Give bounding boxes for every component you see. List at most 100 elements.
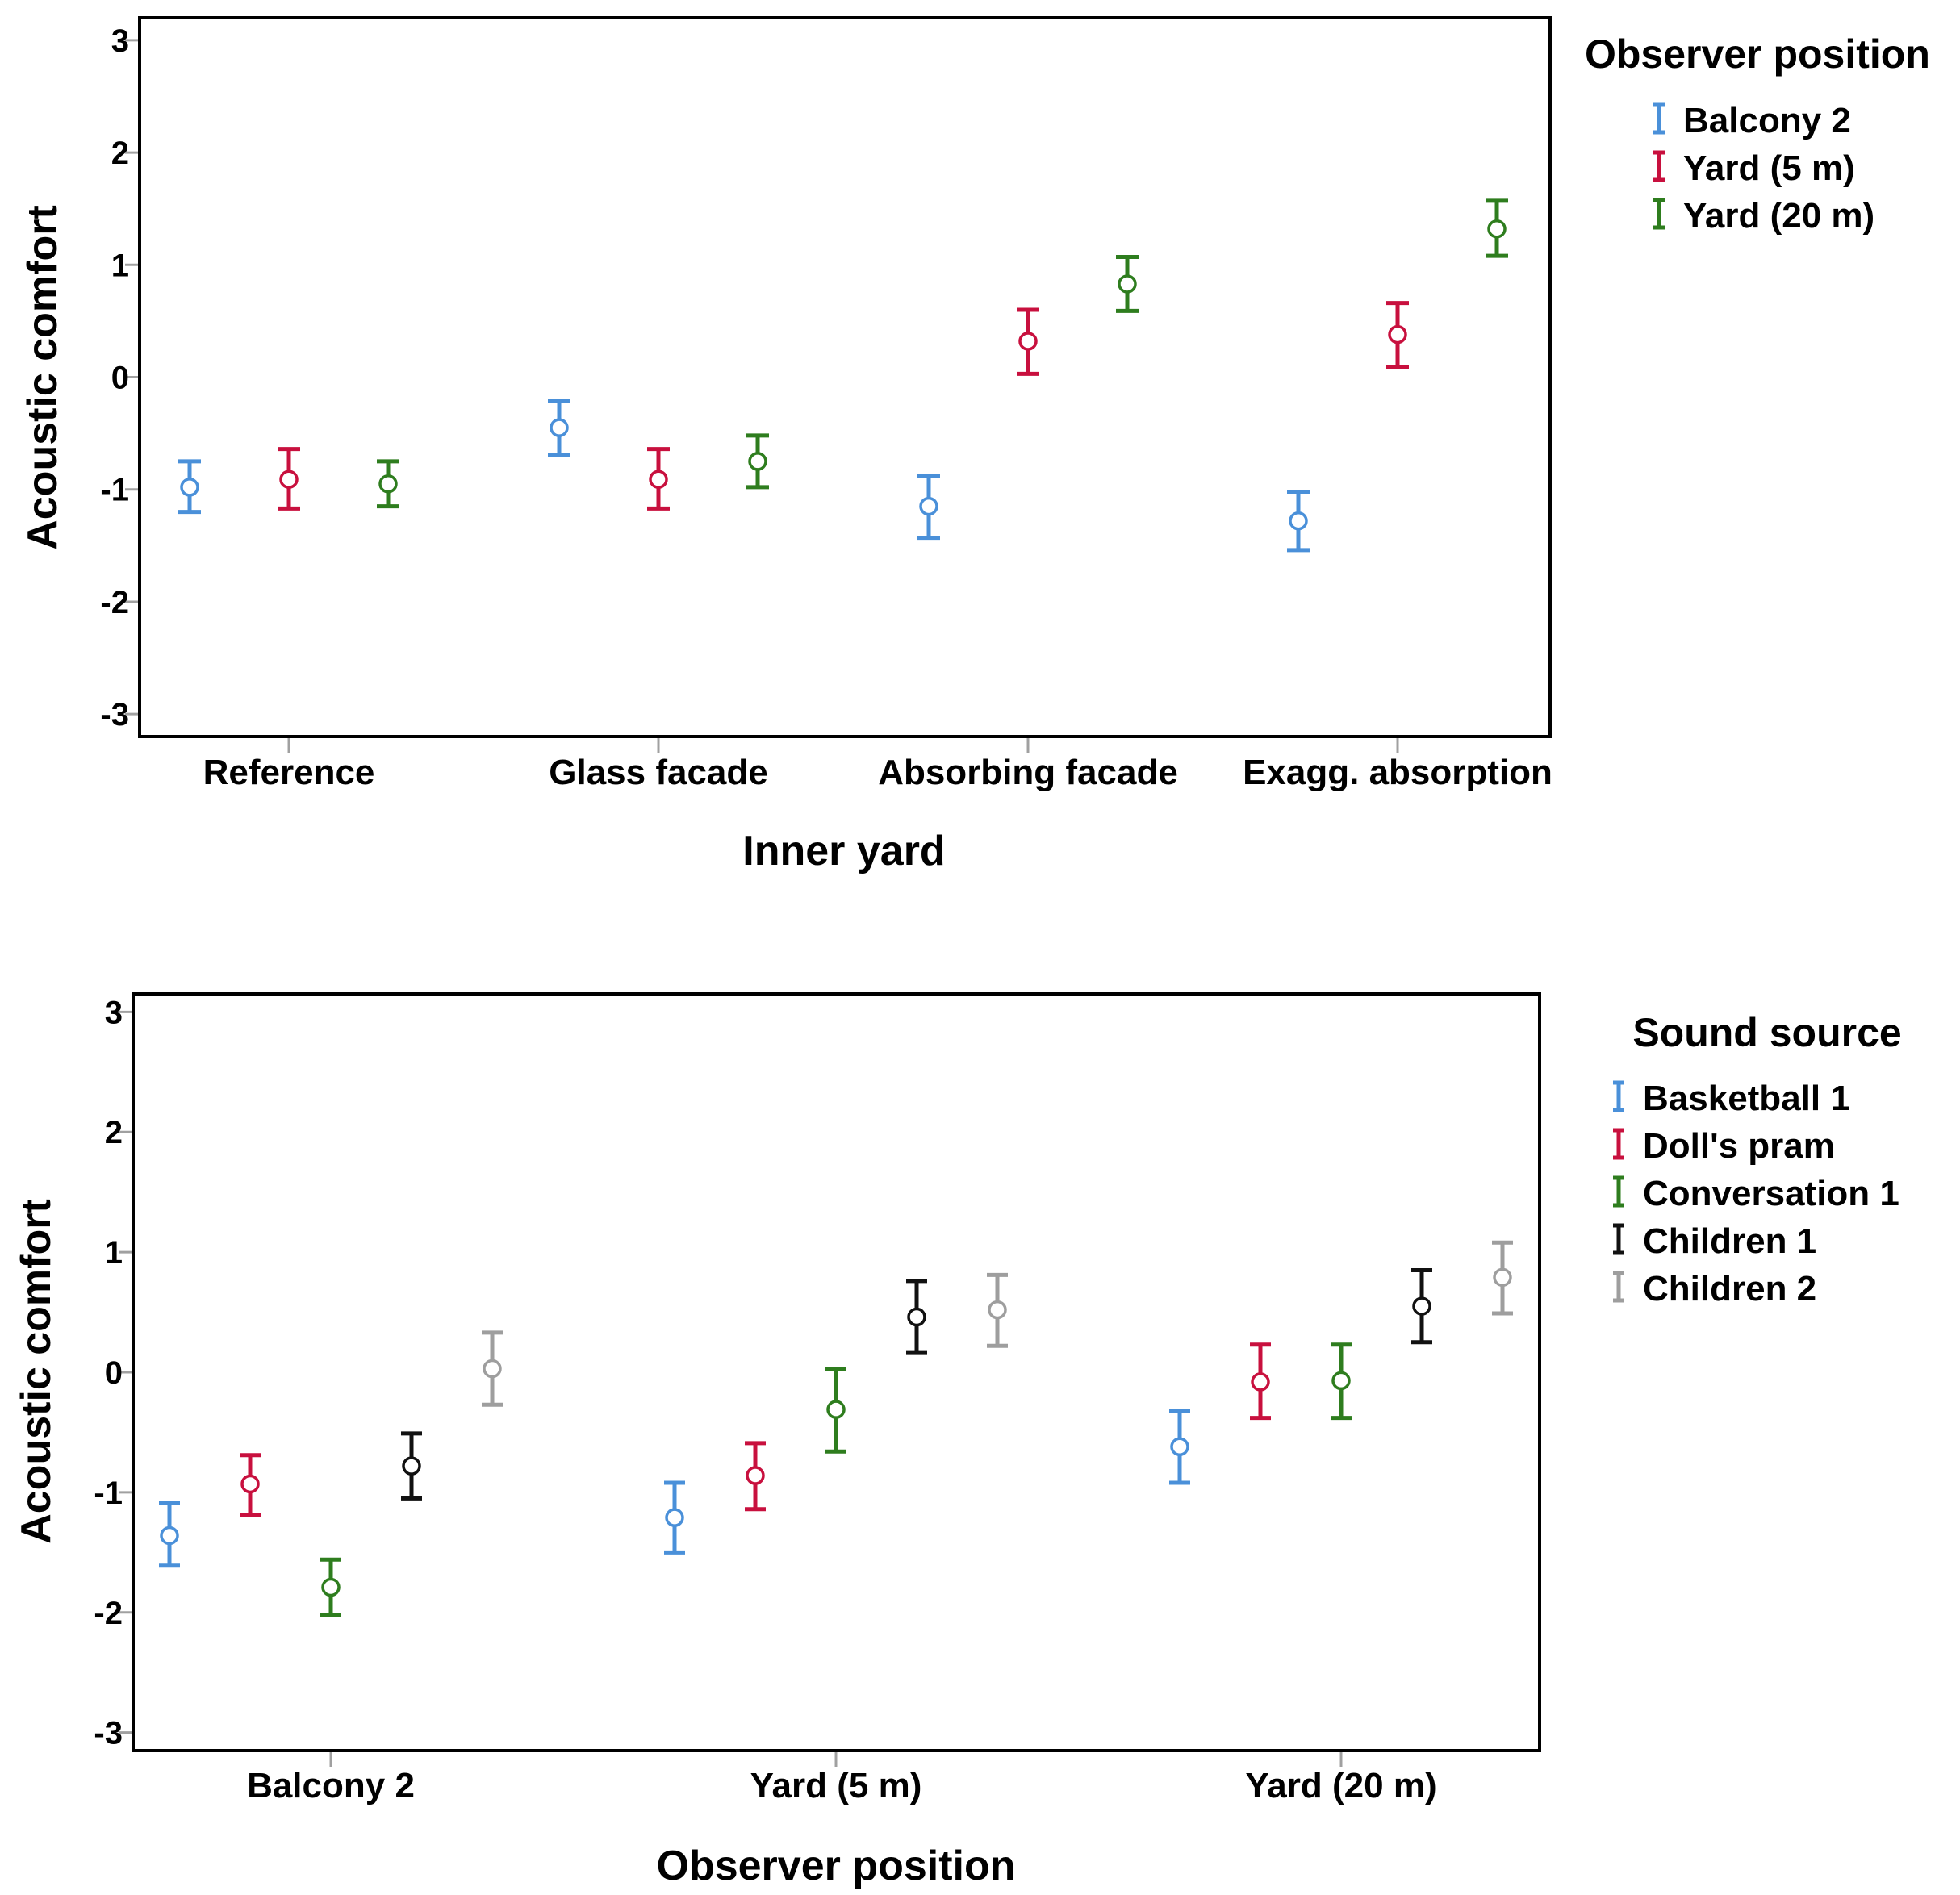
panel-1-mean-marker: [1018, 332, 1038, 351]
panel-1-mean-marker: [550, 418, 569, 437]
panel-2-category-label: Balcony 2: [247, 1766, 415, 1805]
panel-2-legend-item: Children 2: [1613, 1269, 1816, 1309]
panel-2-errorbar: [1411, 1267, 1432, 1345]
panel-1-ytick-label: -1: [100, 473, 129, 508]
panel-2-ytick-label: 3: [105, 995, 123, 1030]
panel-1-errorbar: [1116, 255, 1139, 313]
panel-1-mean-marker: [378, 474, 398, 494]
panel-1-category-label: Exagg. absorption: [1243, 753, 1553, 792]
panel-2-errorbar: [825, 1367, 846, 1454]
panel-1-mean-marker: [1388, 324, 1407, 344]
panel-2-legend-label: Children 2: [1643, 1269, 1816, 1309]
panel-2-legend-item: Doll's pram: [1613, 1126, 1835, 1166]
panel-1-mean-marker: [1118, 274, 1137, 294]
panel-2-category-label: Yard (20 m): [1245, 1766, 1436, 1805]
panel-1-errorbar: [1287, 490, 1310, 553]
panel-1-errorbar: [1017, 307, 1039, 376]
panel-1-ytick-label: 1: [111, 248, 129, 283]
panel-2-legend-label: Doll's pram: [1643, 1126, 1835, 1166]
panel-1-errorbar: [548, 399, 570, 457]
panel-2-mean-marker: [240, 1474, 260, 1494]
panel-2-ytick-label: 2: [105, 1115, 123, 1150]
panel-2-legend-title: Sound source: [1632, 1010, 1901, 1055]
panel-2-errorbar: [745, 1441, 766, 1512]
panel-1-mean-marker: [1289, 511, 1308, 531]
panel-2-legend-item: Basketball 1: [1613, 1079, 1850, 1118]
panel-1-legend-label: Yard (5 m): [1683, 148, 1855, 188]
panel-2-legend-item: Children 1: [1613, 1221, 1816, 1261]
panel-1-legend-item: Yard (5 m): [1653, 148, 1855, 188]
panel-1-ytick-label: -2: [100, 585, 129, 620]
panel-1-mean-marker: [1487, 219, 1507, 239]
panel-2-mean-marker: [665, 1508, 684, 1527]
panel-2-mean-marker: [988, 1300, 1007, 1320]
panel-1-category-label: Glass facade: [549, 753, 768, 792]
panel-1-mean-marker: [919, 496, 938, 516]
panel-1-errorbar: [278, 447, 300, 511]
panel-2-errorbar: [482, 1330, 503, 1407]
panel-1-ytick-label: 0: [111, 361, 129, 396]
panel-1-mean-marker: [180, 478, 199, 497]
panel-1-mean-marker: [748, 452, 767, 471]
panel-1-mean-marker: [279, 470, 299, 489]
panel-2-ytick-label: -3: [94, 1716, 123, 1751]
panel-2-ytick-label: -2: [94, 1596, 123, 1631]
panel-1-category-label: Reference: [203, 753, 375, 792]
panel-2-mean-marker: [826, 1400, 846, 1419]
panel-1-category-label: Absorbing facade: [878, 753, 1178, 792]
panel-2-mean-marker: [1170, 1437, 1189, 1457]
panel-2-mean-marker: [402, 1456, 421, 1476]
panel-1-errorbar: [1486, 198, 1508, 258]
panel-2-mean-marker: [1412, 1296, 1431, 1316]
panel-1-ytick-label: 2: [111, 136, 129, 171]
panel-1-legend-label: Balcony 2: [1683, 101, 1851, 140]
panel-2-errorbar: [1169, 1409, 1190, 1485]
panel-2-x-axis-title: Observer position: [657, 1843, 1016, 1889]
panel-2-ytick-label: 0: [105, 1355, 123, 1391]
panel-2-errorbar: [1250, 1342, 1271, 1421]
panel-2-errorbar: [1492, 1240, 1513, 1316]
panel-2-errorbar: [906, 1279, 927, 1355]
panel-2-mean-marker: [746, 1466, 765, 1485]
panel-2-ytick-label: 1: [105, 1235, 123, 1271]
panel-2-errorbar: [240, 1453, 261, 1517]
panel-2-legend-item: Conversation 1: [1613, 1174, 1899, 1213]
panel-2-errorbar: [401, 1431, 422, 1501]
panel-2-legend-label: Basketball 1: [1643, 1079, 1850, 1118]
panel-1-legend-item: Yard (20 m): [1653, 196, 1874, 236]
panel-1-x-axis-title: Inner yard: [742, 828, 945, 874]
panel-1-mean-marker: [649, 470, 668, 489]
panel-2-errorbar: [320, 1557, 341, 1617]
panel-2-errorbar: [987, 1272, 1008, 1348]
panel-1-errorbar: [746, 433, 769, 490]
panel-2-mean-marker: [1251, 1372, 1270, 1392]
panel-2-errorbar: [159, 1501, 180, 1568]
panel-1-legend-item: Balcony 2: [1653, 101, 1851, 140]
panel-1-errorbar: [178, 459, 201, 515]
panel-2-errorbar: [664, 1480, 685, 1555]
panel-2-mean-marker: [1331, 1371, 1351, 1391]
panel-2-mean-marker: [1493, 1267, 1512, 1288]
panel-2-legend-label: Conversation 1: [1643, 1174, 1899, 1213]
panel-1-errorbar: [917, 474, 940, 541]
panel-2-category-label: Yard (5 m): [750, 1766, 922, 1805]
panel-1-plot-frame: [138, 16, 1552, 738]
panel-2-mean-marker: [321, 1577, 341, 1597]
panel-2-plot-frame: [132, 992, 1541, 1752]
panel-1-ytick-label: 3: [111, 23, 129, 59]
panel-2-errorbar: [1331, 1342, 1352, 1421]
panel-1-legend-label: Yard (20 m): [1683, 196, 1874, 236]
panel-1-errorbar: [647, 447, 670, 511]
panel-2-mean-marker: [160, 1526, 179, 1546]
panel-2-ytick-label: -1: [94, 1476, 123, 1511]
panel-1-legend-title: Observer position: [1585, 31, 1930, 77]
panel-2-mean-marker: [907, 1307, 926, 1327]
panel-2-group: 3 2 1 0 -1 -2 -3 Balcony 2 Yard (5 m) Yard (20 m)…: [13, 992, 1902, 1889]
panel-1-y-axis-title: Acoustic comfort: [19, 205, 66, 550]
panel-2-mean-marker: [483, 1359, 502, 1379]
panel-2-legend-label: Children 1: [1643, 1221, 1816, 1261]
panel-1-errorbar: [377, 459, 399, 509]
panel-1-ytick-label: -3: [100, 697, 129, 733]
